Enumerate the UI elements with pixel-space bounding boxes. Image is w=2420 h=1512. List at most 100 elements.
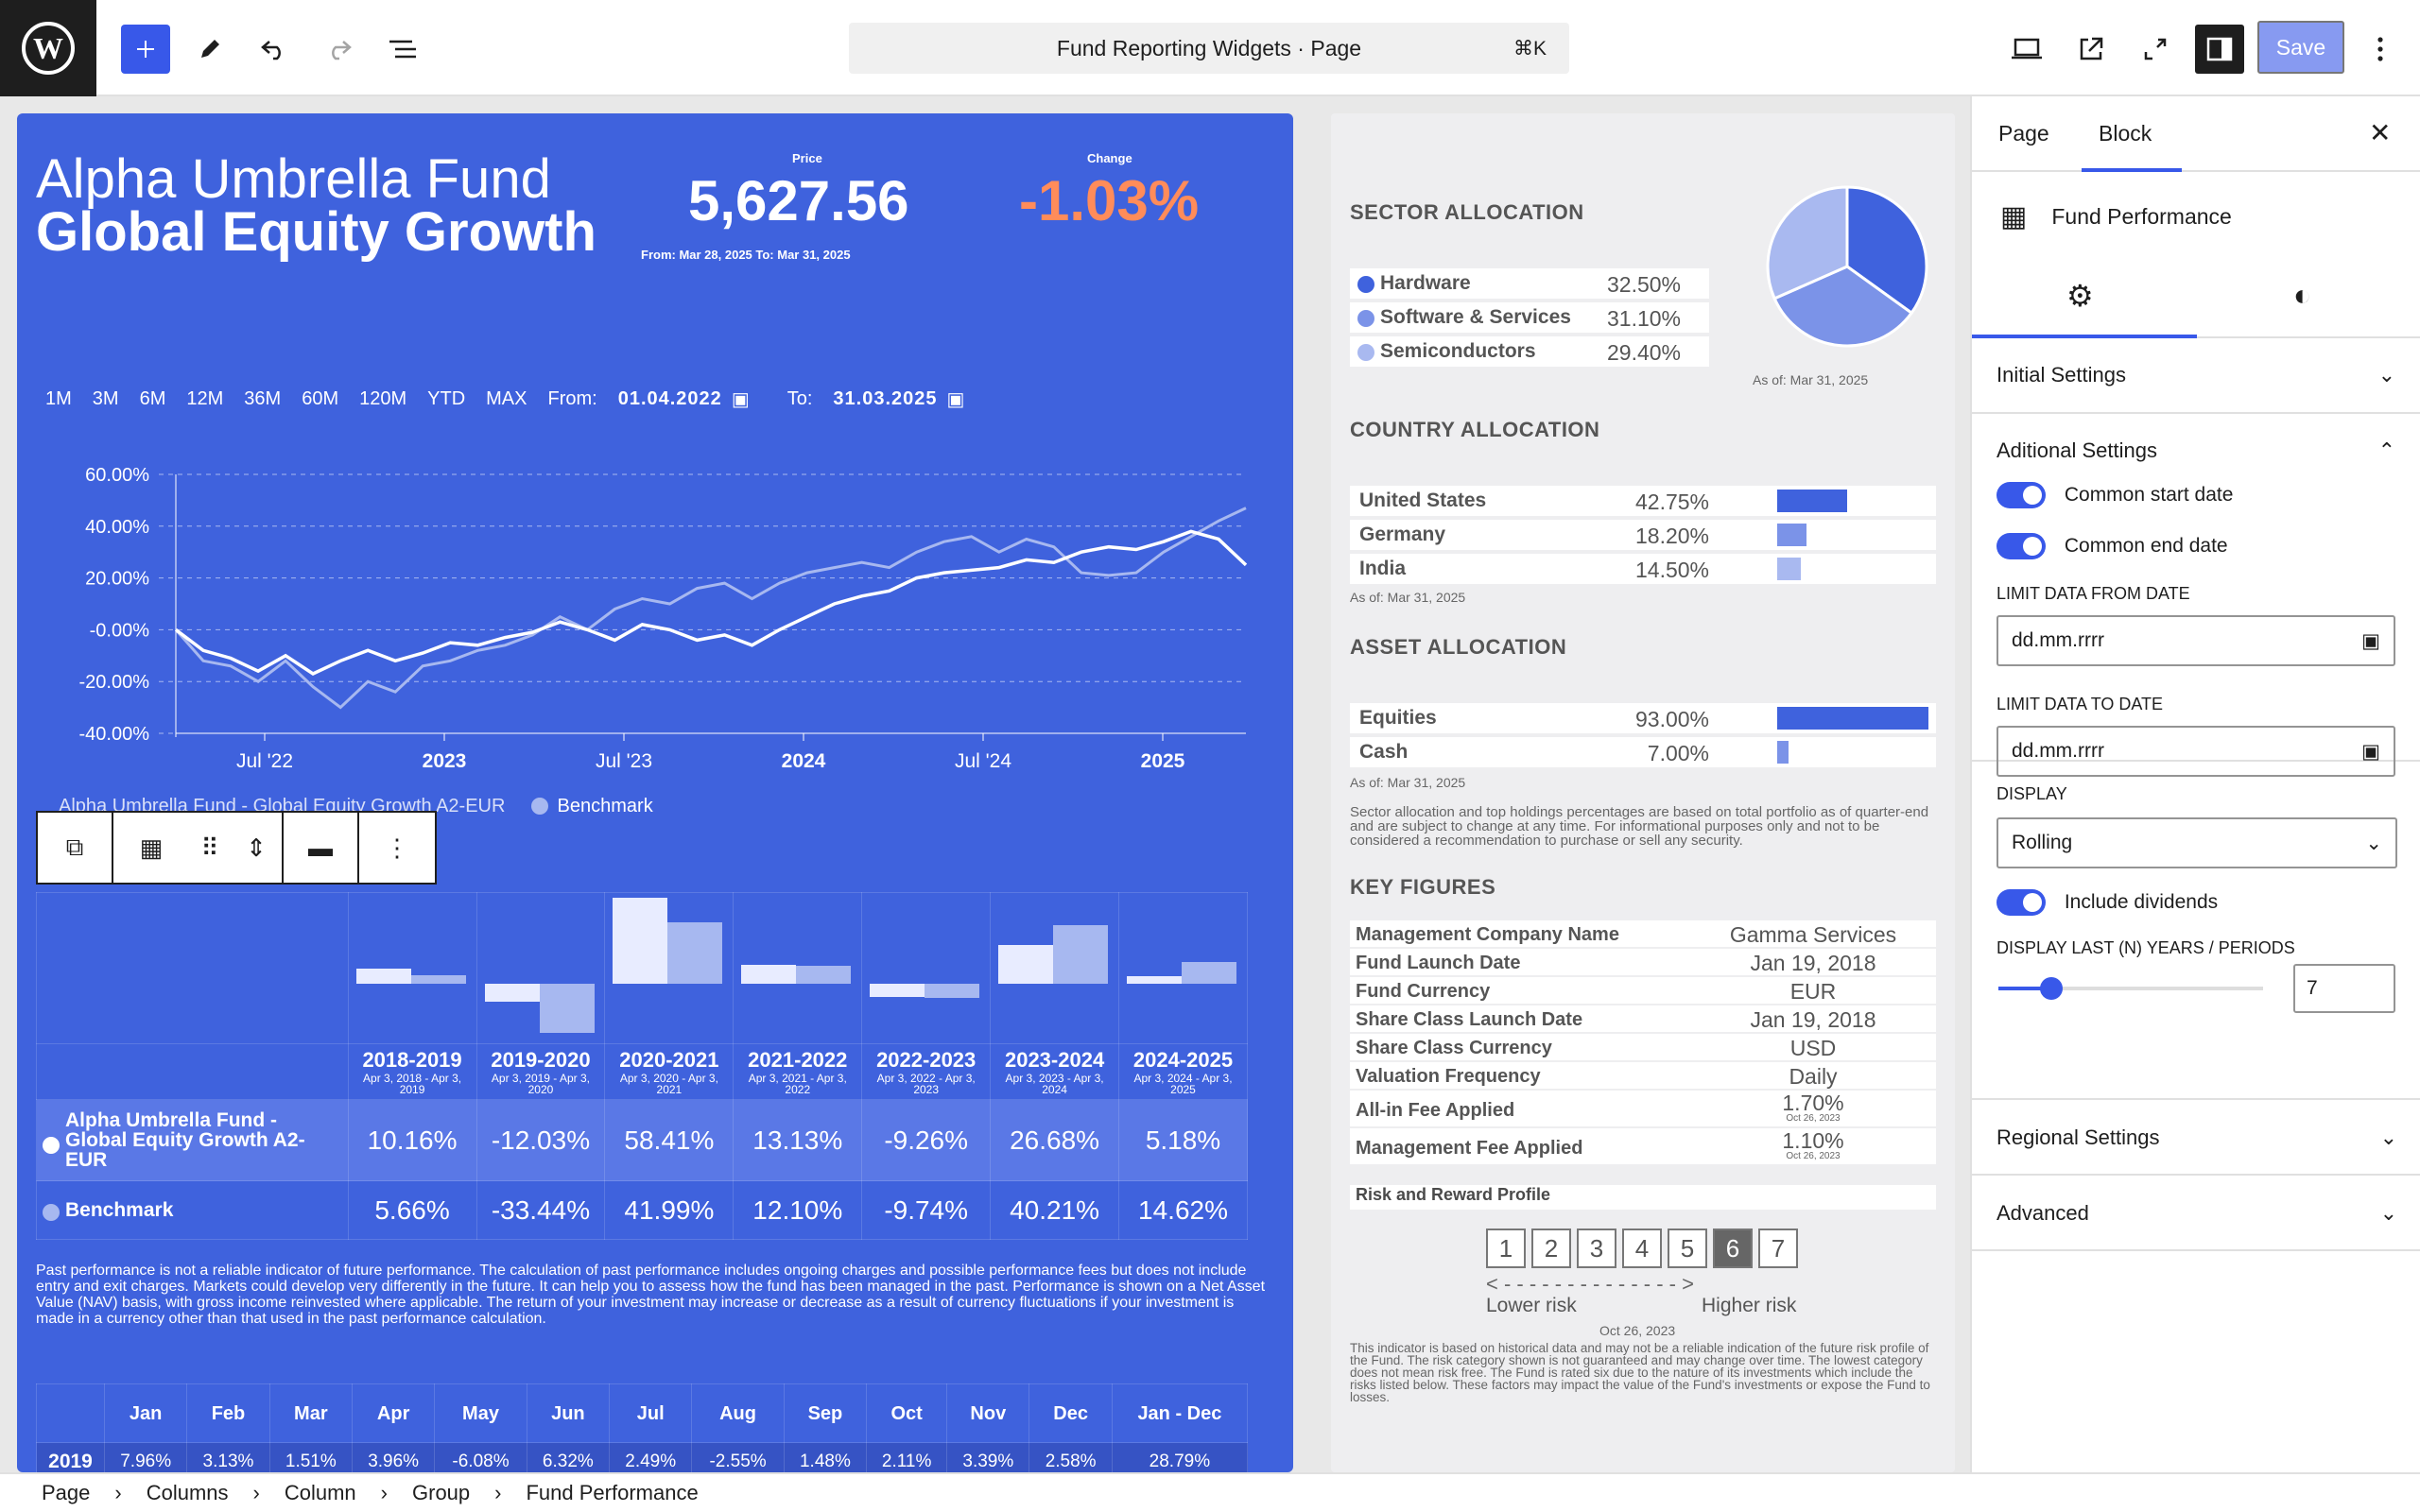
allocation-bar bbox=[1777, 524, 1807, 546]
fund-performance-block[interactable]: Alpha Umbrella Fund Global Equity Growth… bbox=[17, 113, 1293, 1472]
breadcrumb-fund-performance[interactable]: Fund Performance bbox=[526, 1481, 699, 1504]
block-card: ▦ Fund Performance bbox=[1972, 172, 2420, 261]
common-start-toggle[interactable] bbox=[1996, 482, 2046, 508]
period-max[interactable]: MAX bbox=[486, 388, 527, 409]
country-allocation-title: COUNTRY ALLOCATION bbox=[1350, 418, 1600, 441]
slider-track[interactable] bbox=[1998, 977, 2263, 1000]
period-range: Apr 3, 2023 - Apr 3, 2024 bbox=[1005, 1072, 1104, 1096]
period-1m[interactable]: 1M bbox=[45, 388, 72, 409]
regional-settings-panel[interactable]: Regional Settings ⌄ bbox=[1972, 1100, 2420, 1176]
include-dividends-toggle[interactable] bbox=[1996, 889, 2046, 916]
breadcrumb-group[interactable]: Group bbox=[412, 1481, 471, 1504]
settings-sidebar-button[interactable] bbox=[2195, 25, 2244, 74]
move-icon[interactable]: ⇕ bbox=[231, 813, 284, 883]
slider-thumb[interactable] bbox=[2040, 977, 2063, 1000]
redo-button[interactable] bbox=[314, 25, 363, 74]
risk-level-6: 6 bbox=[1713, 1228, 1753, 1268]
calendar-icon[interactable]: ▣ bbox=[2361, 740, 2380, 763]
month-value: 6.32% bbox=[526, 1442, 611, 1472]
wordpress-logo-icon[interactable]: W bbox=[0, 0, 96, 96]
period-range: Apr 3, 2024 - Apr 3, 2025 bbox=[1133, 1072, 1233, 1096]
key-figure-value: Gamma Services bbox=[1729, 922, 1897, 947]
month-header: May bbox=[434, 1383, 527, 1443]
breadcrumb-column[interactable]: Column bbox=[284, 1481, 356, 1504]
advanced-panel[interactable]: Advanced ⌄ bbox=[1972, 1176, 2420, 1251]
period-6m[interactable]: 6M bbox=[139, 388, 166, 409]
desktop-icon bbox=[2012, 38, 2042, 60]
initial-settings-panel[interactable]: Initial Settings ⌄ bbox=[1972, 338, 2420, 414]
options-button[interactable] bbox=[2356, 25, 2405, 74]
breadcrumb-columns[interactable]: Columns bbox=[146, 1481, 229, 1504]
key-figure-row bbox=[1350, 1128, 1936, 1164]
additional-settings-panel[interactable]: Aditional Settings ⌃ Common start date Co… bbox=[1972, 414, 2420, 777]
month-value: 1.51% bbox=[268, 1442, 353, 1472]
from-date-input[interactable]: 01.04.2022 bbox=[617, 388, 722, 409]
benchmark-bar bbox=[539, 984, 595, 1033]
performance-value: 5.18% bbox=[1118, 1099, 1248, 1181]
benchmark-bar bbox=[925, 984, 980, 999]
fund-bar bbox=[355, 969, 411, 984]
allocation-label: India bbox=[1359, 558, 1407, 579]
allocation-row bbox=[1350, 737, 1936, 767]
benchmark-row: Benchmark 5.66% -33.44% 41.99% 12.10% -9.74% 4… bbox=[36, 1180, 1248, 1240]
key-figure-row bbox=[1350, 1062, 1936, 1089]
y-tick-label: -40.00% bbox=[79, 724, 150, 745]
view-page-button[interactable] bbox=[2066, 25, 2116, 74]
risk-level-5: 5 bbox=[1668, 1228, 1707, 1268]
more-icon[interactable]: ⋮ bbox=[385, 833, 409, 862]
bar-cell bbox=[733, 892, 863, 1044]
tab-page[interactable]: Page bbox=[1998, 121, 2049, 146]
edit-tool-button[interactable] bbox=[185, 25, 234, 74]
drag-handle-icon[interactable]: ⠿ bbox=[200, 833, 219, 862]
period-year: 2020-2021 bbox=[619, 1048, 719, 1072]
risk-date: Oct 26, 2023 bbox=[1599, 1323, 1676, 1338]
risk-high-label: Higher risk bbox=[1702, 1295, 1797, 1316]
month-value: 2.11% bbox=[866, 1442, 948, 1472]
period-12m[interactable]: 12M bbox=[186, 388, 224, 409]
pie-slice bbox=[1766, 185, 1849, 301]
period-60m[interactable]: 60M bbox=[302, 388, 339, 409]
period-3m[interactable]: 3M bbox=[92, 388, 119, 409]
to-date-input[interactable]: 31.03.2025 bbox=[833, 388, 938, 409]
fund-bar bbox=[998, 944, 1054, 984]
duplicate-icon[interactable]: ⧉ bbox=[38, 813, 113, 883]
period-36m[interactable]: 36M bbox=[244, 388, 282, 409]
close-icon[interactable]: ✕ bbox=[2369, 118, 2392, 147]
gear-icon[interactable]: ⚙ bbox=[2066, 279, 2094, 313]
align-icon[interactable]: ▬ bbox=[284, 813, 359, 883]
breadcrumb-page[interactable]: Page bbox=[42, 1481, 91, 1504]
include-dividends-row: Include dividends bbox=[1972, 889, 2420, 916]
common-end-toggle[interactable] bbox=[1996, 533, 2046, 559]
undo-button[interactable] bbox=[250, 25, 299, 74]
undo-icon bbox=[261, 41, 281, 60]
x-tick-label: Jul '24 bbox=[955, 750, 1011, 772]
calendar-icon[interactable]: ▣ bbox=[731, 389, 750, 410]
limit-to-placeholder: dd.mm.rrrr bbox=[2012, 740, 2104, 762]
limit-from-label: LIMIT DATA FROM DATE bbox=[1996, 584, 2190, 603]
calendar-icon[interactable]: ▣ bbox=[946, 389, 965, 410]
preview-button[interactable] bbox=[2002, 25, 2051, 74]
command-palette-button[interactable]: Fund Reporting Widgets · Page ⌘K bbox=[849, 23, 1569, 74]
period-year: 2019-2020 bbox=[491, 1048, 591, 1072]
month-header: Oct bbox=[866, 1383, 948, 1443]
fullscreen-button[interactable] bbox=[2131, 25, 2180, 74]
save-button[interactable]: Save bbox=[2257, 21, 2344, 74]
period-120m[interactable]: 120M bbox=[359, 388, 407, 409]
allocation-value: 32.50% bbox=[1606, 272, 1681, 297]
display-select[interactable]: Rolling ⌄ bbox=[1996, 817, 2397, 868]
allocation-row bbox=[1350, 554, 1936, 584]
bar-cell bbox=[990, 892, 1120, 1044]
performance-table: 2018-2019 Apr 3, 2018 - Apr 3, 2019 2019-2… bbox=[36, 892, 1248, 1240]
document-overview-button[interactable] bbox=[378, 25, 427, 74]
limit-to-input[interactable]: dd.mm.rrrr ▣ bbox=[1996, 726, 2395, 777]
last-n-input[interactable]: 7 bbox=[2293, 964, 2395, 1013]
add-block-button[interactable] bbox=[121, 25, 170, 74]
contrast-icon[interactable]: ◐ bbox=[2293, 278, 2312, 312]
settings-sidebar: Page Block ✕ ▦ Fund Performance ⚙ ◐ Init… bbox=[1970, 96, 2420, 1472]
period-ytd[interactable]: YTD bbox=[427, 388, 466, 409]
tab-block[interactable]: Block bbox=[2099, 121, 2152, 146]
svg-text:W: W bbox=[33, 31, 63, 65]
calendar-icon[interactable]: ▣ bbox=[2361, 629, 2380, 652]
limit-from-input[interactable]: dd.mm.rrrr ▣ bbox=[1996, 615, 2395, 666]
table-icon[interactable]: ▦ bbox=[139, 833, 164, 862]
